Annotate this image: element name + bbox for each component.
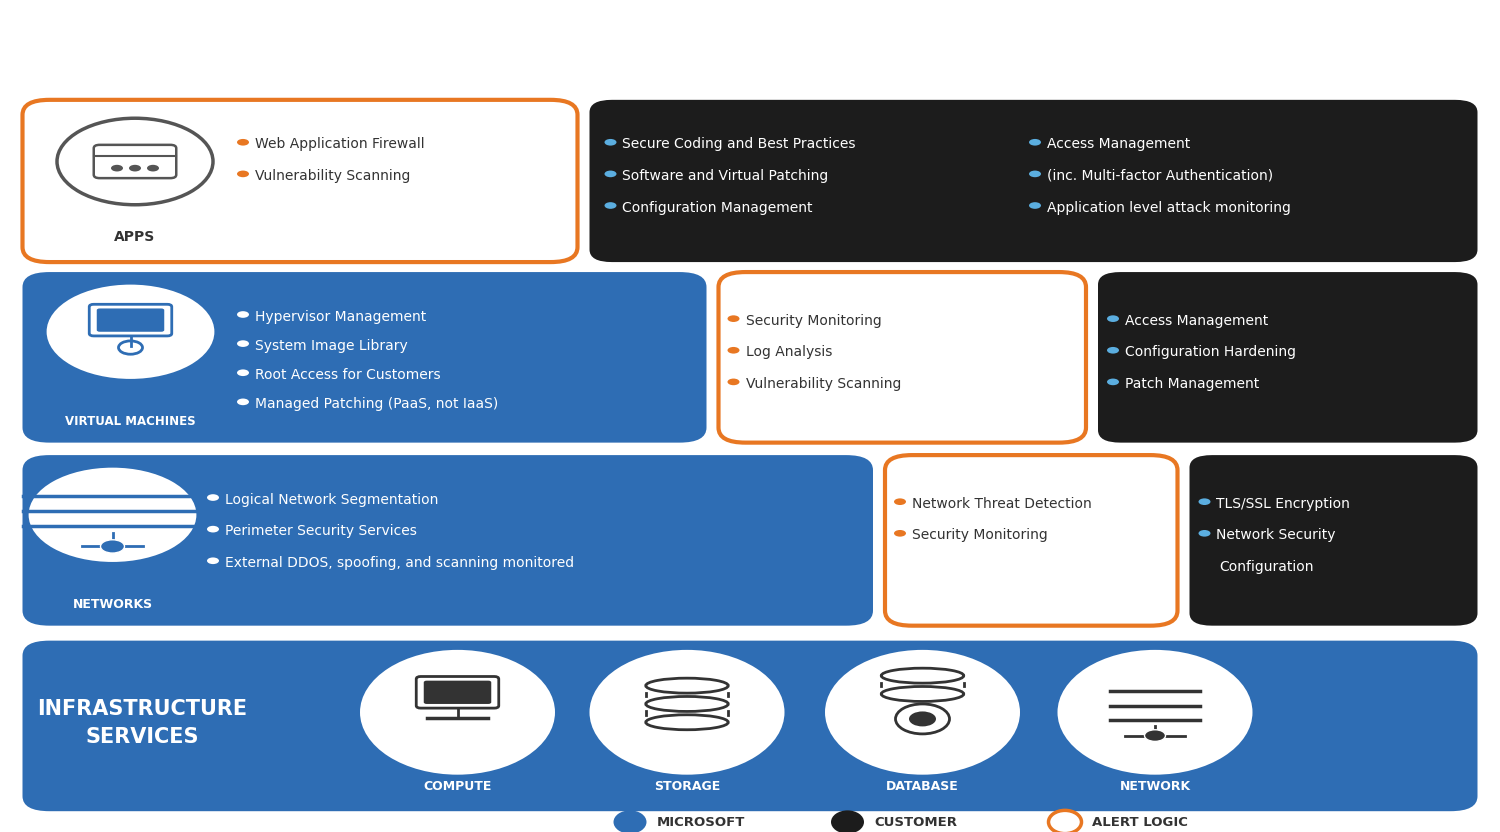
Text: MICROSOFT: MICROSOFT bbox=[657, 815, 746, 829]
Circle shape bbox=[604, 139, 616, 146]
Text: System Image Library: System Image Library bbox=[255, 339, 408, 353]
Circle shape bbox=[207, 557, 219, 564]
Text: TLS/SSL Encryption: TLS/SSL Encryption bbox=[1216, 497, 1350, 511]
Circle shape bbox=[1198, 498, 1210, 505]
Text: Configuration Hardening: Configuration Hardening bbox=[1125, 345, 1296, 359]
Circle shape bbox=[237, 139, 249, 146]
Circle shape bbox=[237, 369, 249, 376]
Text: Application level attack monitoring: Application level attack monitoring bbox=[1047, 201, 1292, 215]
Text: VIRTUAL MACHINES: VIRTUAL MACHINES bbox=[64, 414, 196, 428]
Circle shape bbox=[207, 526, 219, 532]
Text: Software and Virtual Patching: Software and Virtual Patching bbox=[622, 169, 828, 183]
Text: Security Monitoring: Security Monitoring bbox=[912, 528, 1047, 542]
FancyBboxPatch shape bbox=[885, 455, 1178, 626]
Circle shape bbox=[1029, 139, 1041, 146]
FancyBboxPatch shape bbox=[1190, 455, 1478, 626]
Text: INFRASTRUCTURE
SERVICES: INFRASTRUCTURE SERVICES bbox=[38, 699, 248, 746]
FancyBboxPatch shape bbox=[718, 272, 1086, 443]
Circle shape bbox=[909, 711, 936, 726]
Text: Hypervisor Management: Hypervisor Management bbox=[255, 310, 426, 324]
Circle shape bbox=[57, 118, 213, 205]
Text: NETWORKS: NETWORKS bbox=[72, 597, 153, 611]
Text: Logical Network Segmentation: Logical Network Segmentation bbox=[225, 493, 438, 507]
Text: Access Management: Access Management bbox=[1125, 314, 1268, 328]
Ellipse shape bbox=[614, 810, 646, 832]
Circle shape bbox=[1107, 315, 1119, 322]
Ellipse shape bbox=[1058, 650, 1252, 775]
Circle shape bbox=[1198, 530, 1210, 537]
Text: NETWORK: NETWORK bbox=[1119, 780, 1191, 793]
Ellipse shape bbox=[360, 650, 555, 775]
Text: Managed Patching (PaaS, not IaaS): Managed Patching (PaaS, not IaaS) bbox=[255, 397, 498, 411]
Text: Configuration: Configuration bbox=[1220, 560, 1314, 574]
Circle shape bbox=[129, 165, 141, 171]
Circle shape bbox=[30, 469, 195, 561]
Circle shape bbox=[111, 165, 123, 171]
Circle shape bbox=[237, 311, 249, 318]
Text: Configuration Management: Configuration Management bbox=[622, 201, 813, 215]
Circle shape bbox=[1029, 171, 1041, 177]
FancyBboxPatch shape bbox=[423, 681, 490, 704]
Circle shape bbox=[728, 347, 740, 354]
Text: Vulnerability Scanning: Vulnerability Scanning bbox=[746, 377, 902, 391]
Ellipse shape bbox=[1048, 810, 1082, 832]
Ellipse shape bbox=[825, 650, 1020, 775]
Circle shape bbox=[48, 286, 213, 378]
Circle shape bbox=[1144, 730, 1166, 741]
Circle shape bbox=[604, 202, 616, 209]
FancyBboxPatch shape bbox=[22, 100, 578, 262]
Text: Log Analysis: Log Analysis bbox=[746, 345, 833, 359]
Text: External DDOS, spoofing, and scanning monitored: External DDOS, spoofing, and scanning mo… bbox=[225, 556, 574, 570]
FancyBboxPatch shape bbox=[96, 309, 165, 332]
Text: Secure Coding and Best Practices: Secure Coding and Best Practices bbox=[622, 137, 856, 151]
Circle shape bbox=[728, 315, 740, 322]
Circle shape bbox=[207, 494, 219, 501]
Text: Patch Management: Patch Management bbox=[1125, 377, 1260, 391]
Ellipse shape bbox=[590, 650, 784, 775]
Circle shape bbox=[237, 340, 249, 347]
FancyBboxPatch shape bbox=[590, 100, 1478, 262]
FancyBboxPatch shape bbox=[1098, 272, 1478, 443]
Circle shape bbox=[100, 540, 124, 553]
FancyBboxPatch shape bbox=[22, 272, 706, 443]
Circle shape bbox=[147, 165, 159, 171]
Text: (inc. Multi-factor Authentication): (inc. Multi-factor Authentication) bbox=[1047, 169, 1274, 183]
Circle shape bbox=[237, 399, 249, 405]
Text: Security Monitoring: Security Monitoring bbox=[746, 314, 882, 328]
Text: Network Threat Detection: Network Threat Detection bbox=[912, 497, 1092, 511]
Text: APPS: APPS bbox=[114, 230, 156, 244]
FancyBboxPatch shape bbox=[22, 455, 873, 626]
Text: Network Security: Network Security bbox=[1216, 528, 1336, 542]
Circle shape bbox=[894, 498, 906, 505]
Text: Web Application Firewall: Web Application Firewall bbox=[255, 137, 424, 151]
Circle shape bbox=[728, 379, 740, 385]
Text: Perimeter Security Services: Perimeter Security Services bbox=[225, 524, 417, 538]
Circle shape bbox=[1107, 347, 1119, 354]
Text: Access Management: Access Management bbox=[1047, 137, 1191, 151]
Text: Vulnerability Scanning: Vulnerability Scanning bbox=[255, 169, 411, 183]
Circle shape bbox=[894, 530, 906, 537]
Text: COMPUTE: COMPUTE bbox=[423, 780, 492, 793]
Circle shape bbox=[604, 171, 616, 177]
Circle shape bbox=[1107, 379, 1119, 385]
Text: STORAGE: STORAGE bbox=[654, 780, 720, 793]
Text: DATABASE: DATABASE bbox=[886, 780, 958, 793]
Text: CUSTOMER: CUSTOMER bbox=[874, 815, 957, 829]
Circle shape bbox=[1029, 202, 1041, 209]
Text: ALERT LOGIC: ALERT LOGIC bbox=[1092, 815, 1188, 829]
Circle shape bbox=[237, 171, 249, 177]
Text: Root Access for Customers: Root Access for Customers bbox=[255, 368, 441, 382]
Ellipse shape bbox=[831, 810, 864, 832]
FancyBboxPatch shape bbox=[22, 641, 1478, 811]
